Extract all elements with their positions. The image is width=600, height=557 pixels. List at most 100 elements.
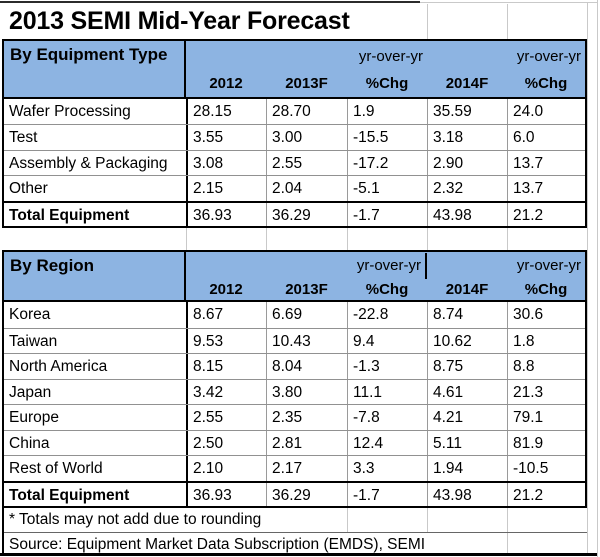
equipment-table-header: By Equipment Type yr-over-yr yr-over-yr … [4, 41, 585, 99]
table-row: Assembly & Packaging 3.08 2.55 -17.2 2.9… [4, 149, 585, 176]
table-row: Wafer Processing 28.15 28.70 1.9 35.59 2… [4, 99, 585, 125]
value-cell: 6.69 [266, 302, 347, 328]
value-cell: -1.3 [347, 354, 427, 379]
gridline [507, 228, 508, 250]
row-label: Total Equipment [9, 206, 130, 224]
value-cell: -1.7 [347, 202, 427, 226]
value-cell: 3.00 [266, 125, 347, 150]
value-cell: 21.2 [507, 202, 585, 226]
header-spacer [4, 73, 186, 97]
value-cell: 2.55 [266, 150, 347, 176]
value-cell: 2.04 [266, 176, 347, 201]
footnote-row: * Totals may not add due to rounding [4, 508, 587, 533]
total-row: Total Equipment 36.93 36.29 -1.7 43.98 2… [4, 200, 585, 226]
value-cell: 10.43 [266, 328, 347, 353]
gridline [587, 2, 588, 553]
table-row: Other 2.15 2.04 -5.1 2.32 13.7 [4, 175, 585, 201]
col-header-pctchg-2013: %Chg [365, 75, 409, 92]
table-caption: By Region [4, 252, 186, 280]
row-label: Test [9, 129, 38, 147]
value-cell: 43.98 [427, 482, 507, 506]
value-cell: 2.32 [427, 176, 507, 201]
row-label: Assembly & Packaging [9, 154, 168, 172]
value-cell: 2.10 [186, 456, 266, 481]
total-row: Total Equipment 36.93 36.29 -1.7 43.98 2… [4, 480, 585, 506]
gridline [420, 2, 598, 3]
value-cell: 36.93 [186, 202, 266, 226]
equipment-table-body: Wafer Processing 28.15 28.70 1.9 35.59 2… [4, 99, 585, 226]
gridline [507, 533, 508, 553]
value-cell: 28.70 [266, 99, 347, 125]
row-label: Rest of World [9, 460, 103, 477]
row-label: North America [9, 358, 108, 375]
yoy-label: yr-over-yr [186, 253, 427, 279]
gridline [427, 228, 428, 250]
source-text: Source: Equipment Market Data Subscripti… [9, 536, 426, 553]
value-cell: -1.7 [347, 482, 427, 506]
value-cell: 8.04 [266, 354, 347, 379]
value-cell: 21.3 [507, 379, 585, 404]
value-cell: 3.55 [186, 125, 266, 150]
table-row: Test 3.55 3.00 -15.5 3.18 6.0 [4, 124, 585, 150]
value-cell: 12.4 [347, 430, 427, 455]
value-cell: 3.42 [186, 379, 266, 404]
row-label: China [9, 434, 50, 452]
header-spacer [4, 280, 186, 300]
col-header-2012: 2012 [209, 281, 243, 298]
value-cell: 4.61 [427, 379, 507, 404]
region-table-body: Korea 8.67 6.69 -22.8 8.74 30.6 Taiwan 9… [4, 302, 585, 506]
yoy-label: yr-over-yr [516, 257, 581, 274]
value-cell: -22.8 [347, 302, 427, 328]
gridline [507, 508, 508, 532]
gridline [597, 0, 598, 557]
value-cell: 36.93 [186, 482, 266, 506]
value-cell: 81.9 [507, 430, 585, 455]
value-cell: -7.8 [347, 405, 427, 430]
value-cell: 13.7 [507, 150, 585, 176]
value-cell: 36.29 [266, 202, 347, 226]
col-header-2012: 2012 [209, 75, 243, 92]
bottom-border [0, 553, 597, 556]
value-cell: 28.15 [186, 99, 266, 125]
value-cell: 3.3 [347, 456, 427, 481]
table-row: China 2.50 2.81 12.4 5.11 81.9 [4, 429, 585, 455]
source-row: Source: Equipment Market Data Subscripti… [4, 533, 587, 553]
col-header-pctchg-2014: %Chg [524, 75, 568, 92]
footnote-text: * Totals may not add due to rounding [9, 511, 262, 528]
value-cell: 79.1 [507, 405, 585, 430]
value-cell: 9.53 [186, 328, 266, 353]
table-row: Taiwan 9.53 10.43 9.4 10.62 1.8 [4, 327, 585, 353]
value-cell: -10.5 [507, 456, 585, 481]
value-cell: 1.9 [347, 99, 427, 125]
value-cell: 36.29 [266, 482, 347, 506]
value-cell: 3.80 [266, 379, 347, 404]
value-cell: 2.35 [266, 405, 347, 430]
row-label: Taiwan [9, 332, 58, 350]
value-cell: 8.75 [427, 354, 507, 379]
value-cell: 35.59 [427, 99, 507, 125]
yoy-label: yr-over-yr [358, 48, 423, 65]
col-header-2013f: 2013F [285, 281, 328, 298]
value-cell: 2.15 [186, 176, 266, 201]
value-cell: 10.62 [427, 328, 507, 353]
value-cell: 8.67 [186, 302, 266, 328]
gridline [347, 508, 348, 532]
value-cell: -15.5 [347, 125, 427, 150]
value-cell: 9.4 [347, 328, 427, 353]
table-row: Europe 2.55 2.35 -7.8 4.21 79.1 [4, 404, 585, 430]
value-cell: 3.08 [186, 150, 266, 176]
value-cell: 1.94 [427, 456, 507, 481]
value-cell: 43.98 [427, 202, 507, 226]
row-label: Japan [9, 383, 52, 401]
row-label: Korea [9, 306, 51, 323]
value-cell: 2.55 [186, 405, 266, 430]
footer-notes: * Totals may not add due to rounding Sou… [2, 508, 587, 553]
page-title: 2013 SEMI Mid-Year Forecast [9, 7, 350, 35]
region-table-header: By Region yr-over-yr yr-over-yr 2012 201… [4, 252, 585, 302]
table-row: Korea 8.67 6.69 -22.8 8.74 30.6 [4, 302, 585, 328]
row-label: Other [9, 180, 48, 198]
col-header-2014f: 2014F [445, 281, 489, 298]
value-cell: -5.1 [347, 176, 427, 201]
row-label: Wafer Processing [9, 103, 131, 120]
